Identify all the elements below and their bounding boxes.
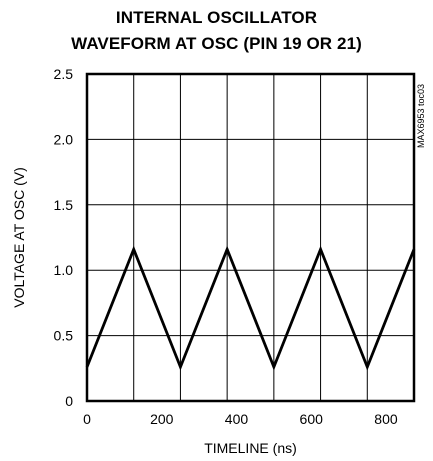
y-axis-label: VOLTAGE AT OSC (V) [11, 167, 27, 308]
plot-frame [85, 72, 416, 403]
x-tick-label: 400 [225, 411, 249, 427]
x-tick-label: 200 [150, 411, 174, 427]
tick-labels: 0 200 400 600 800 0 0.5 1.0 1.5 2.0 2.5 [54, 66, 398, 427]
y-tick-label: 2.5 [54, 66, 74, 82]
x-axis-label: TIMELINE (ns) [204, 440, 297, 456]
chart-title-line-1: INTERNAL OSCILLATOR [115, 8, 318, 27]
y-tick-label: 1.5 [54, 197, 74, 213]
x-tick-label: 600 [300, 411, 324, 427]
x-tick-label: 800 [374, 411, 398, 427]
y-tick-label: 0.5 [54, 328, 74, 344]
y-tick-label: 0 [65, 393, 73, 409]
waveform-line [85, 245, 416, 371]
y-tick-label: 1.0 [54, 262, 74, 278]
series-layer [85, 245, 416, 371]
grid [87, 74, 414, 401]
y-tick-label: 2.0 [54, 131, 74, 147]
x-tick-label: 0 [83, 411, 91, 427]
chart-title-line-2: WAVEFORM AT OSC (PIN 19 OR 21) [71, 34, 362, 53]
figure-id-label: MAX6953 toc03 [416, 84, 426, 148]
